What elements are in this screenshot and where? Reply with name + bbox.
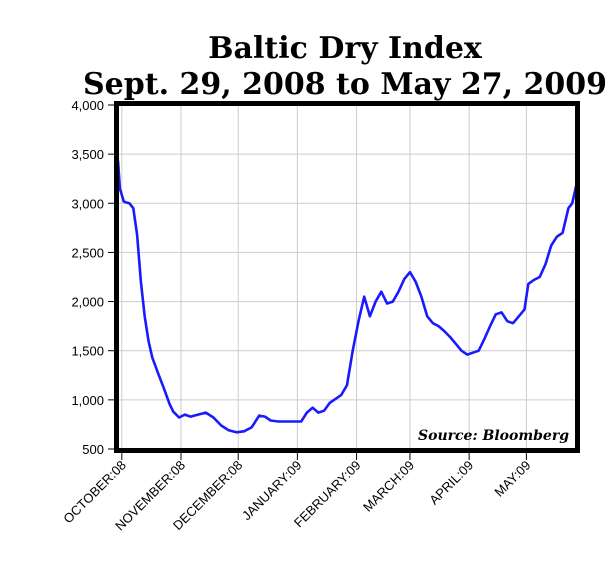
series-line <box>116 159 578 434</box>
y-tick-label: 4,000 <box>71 98 104 113</box>
x-tick-label: MAY:09 <box>491 458 533 500</box>
chart-title: Baltic Dry Index <box>208 31 483 66</box>
chart-subtitle: Sept. 29, 2008 to May 27, 2009 <box>83 67 607 102</box>
x-tick-label: MARCH:09 <box>360 458 417 515</box>
y-tick-label: 500 <box>82 442 104 457</box>
x-tick-label: JANUARY:09 <box>239 458 305 524</box>
y-tick-label: 1,500 <box>71 344 104 359</box>
y-tick-label: 3,500 <box>71 147 104 162</box>
source-label: Source: Bloomberg <box>418 428 569 444</box>
y-tick-label: 2,500 <box>71 245 104 260</box>
y-tick-label: 3,000 <box>71 196 104 211</box>
grid <box>118 105 576 449</box>
y-tick-label: 1,000 <box>71 393 104 408</box>
plot-frame <box>114 101 580 453</box>
x-tick-label: APRIL:09 <box>426 458 476 508</box>
y-axis: 500 1,000 1,500 2,000 2,500 3,000 3,500 4,000 <box>71 98 116 457</box>
x-axis: OCTOBER:08NOVEMBER:08DECEMBER:08JANUARY:… <box>60 452 534 534</box>
y-tick-label: 2,000 <box>71 295 104 310</box>
